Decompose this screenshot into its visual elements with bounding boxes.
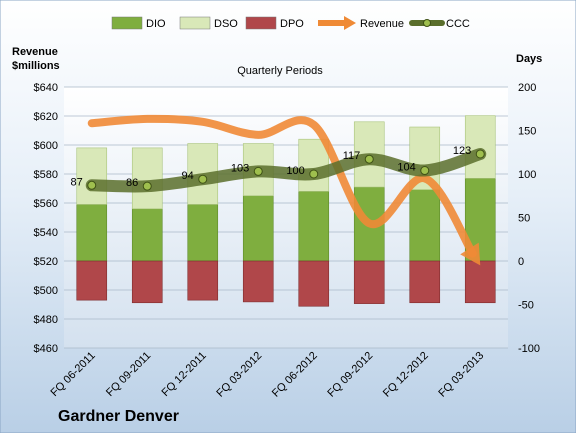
legend-swatch-dio bbox=[111, 16, 143, 30]
ccc-line bbox=[85, 147, 487, 193]
left-tick-label: $540 bbox=[34, 227, 58, 239]
ccc-data-label: 117 bbox=[343, 150, 361, 162]
revenue-arrowhead bbox=[460, 242, 481, 266]
lines: 87 86 94 103 100 117 104 123 bbox=[71, 114, 487, 266]
company-name: Gardner Denver bbox=[58, 408, 179, 425]
dio-bar bbox=[409, 189, 441, 262]
dpo-bar bbox=[187, 260, 219, 301]
ccc-point bbox=[142, 181, 152, 191]
legend-label: Revenue bbox=[360, 18, 404, 30]
ccc-point bbox=[309, 169, 319, 179]
legend-label: DSO bbox=[214, 18, 238, 30]
right-tick-label: 150 bbox=[518, 126, 536, 138]
ccc-point bbox=[420, 166, 430, 176]
ccc-data-label: 104 bbox=[397, 162, 415, 174]
dio-bar bbox=[187, 204, 219, 262]
ccc-point bbox=[364, 154, 374, 164]
legend-swatch-dso bbox=[179, 16, 211, 30]
ccc-point bbox=[253, 166, 263, 176]
left-tick-label: $480 bbox=[34, 314, 58, 326]
dio-bar bbox=[131, 208, 163, 262]
left-axis-ticks: $460 $480 $500 $520 $540 $560 $580 $600 $620 $640 bbox=[34, 82, 58, 355]
left-tick-label: $620 bbox=[34, 111, 58, 123]
dpo-bar bbox=[242, 260, 274, 303]
dio-bar bbox=[76, 204, 108, 262]
left-tick-label: $560 bbox=[34, 198, 58, 210]
legend-marker-ccc bbox=[423, 19, 431, 27]
left-tick-label: $520 bbox=[34, 256, 58, 268]
ccc-data-label: 86 bbox=[126, 177, 138, 189]
ccc-data-label: 100 bbox=[286, 165, 304, 177]
right-tick-label: 100 bbox=[518, 169, 536, 181]
dso-bar bbox=[76, 147, 108, 205]
dpo-bar bbox=[298, 260, 330, 307]
right-tick-label: 50 bbox=[518, 213, 530, 225]
left-tick-label: $600 bbox=[34, 140, 58, 152]
legend: DIO DSO DPO Revenue CCC bbox=[111, 16, 470, 30]
left-axis-title-line1: Revenue bbox=[12, 46, 58, 58]
ccc-point bbox=[87, 180, 97, 190]
right-tick-label: -100 bbox=[518, 343, 540, 355]
right-axis-title: Days bbox=[516, 53, 542, 65]
left-tick-label: $640 bbox=[34, 82, 58, 94]
ccc-data-label: 123 bbox=[453, 145, 471, 157]
right-tick-label: 0 bbox=[518, 256, 524, 268]
right-tick-label: -50 bbox=[518, 300, 534, 312]
right-tick-label: 200 bbox=[518, 82, 536, 94]
dpo-bar bbox=[409, 260, 441, 304]
legend-swatch-dpo bbox=[245, 16, 277, 30]
legend-label: DIO bbox=[146, 18, 166, 30]
left-tick-label: $460 bbox=[34, 343, 58, 355]
dio-bar bbox=[242, 195, 274, 262]
ccc-point bbox=[198, 174, 208, 184]
chart-title: Quarterly Periods bbox=[237, 65, 323, 77]
ccc-data-label: 94 bbox=[182, 170, 194, 182]
left-tick-label: $500 bbox=[34, 285, 58, 297]
dio-bar bbox=[298, 191, 330, 262]
dpo-bar bbox=[76, 260, 108, 301]
bars bbox=[76, 115, 496, 307]
left-axis-title-line2: $millions bbox=[12, 60, 60, 72]
legend-label: DPO bbox=[280, 18, 304, 30]
dso-bar bbox=[131, 147, 163, 210]
dso-bar bbox=[464, 115, 496, 179]
dpo-bar bbox=[131, 260, 163, 304]
legend-label: CCC bbox=[446, 18, 470, 30]
dpo-bar bbox=[464, 260, 496, 304]
revenue-line bbox=[87, 114, 477, 258]
legend-arrow-revenue bbox=[344, 16, 356, 30]
ccc-point bbox=[475, 149, 485, 159]
right-axis-ticks: -100 -50 0 50 100 150 200 bbox=[518, 82, 540, 355]
left-tick-label: $580 bbox=[34, 169, 58, 181]
ccc-data-label: 87 bbox=[71, 176, 83, 188]
dpo-bar bbox=[353, 260, 385, 304]
ccc-data-label: 103 bbox=[231, 162, 249, 174]
